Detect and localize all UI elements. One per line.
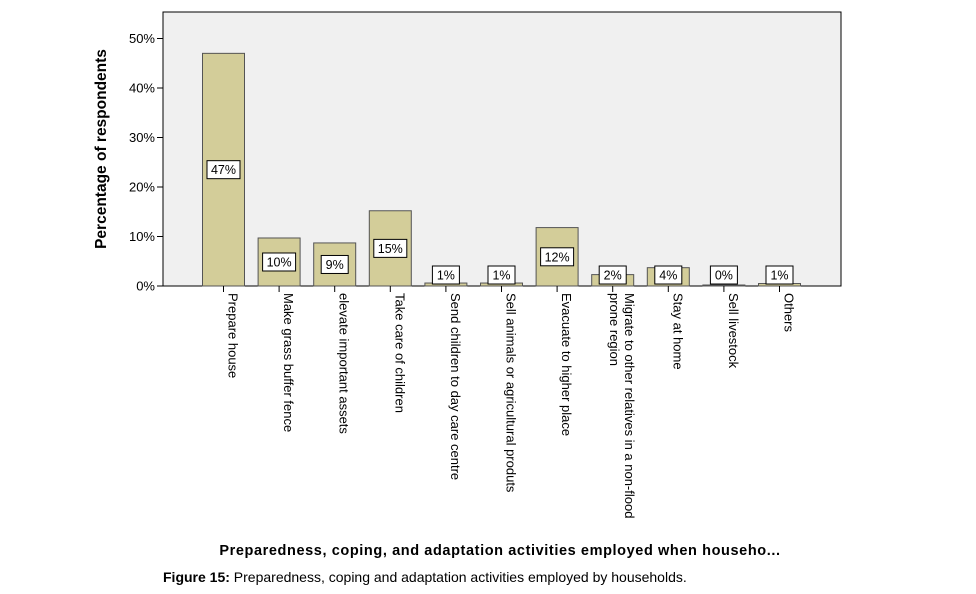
data-label: 0% [709,265,738,285]
caption-text: Preparedness, coping and adaptation acti… [229,569,687,585]
data-label: 10% [262,252,297,272]
data-label-box [373,238,408,258]
data-label-text: 15% [378,242,403,256]
data-label: 1% [765,265,794,285]
data-label-box [654,265,683,285]
data-label-box [262,252,297,272]
data-label-text: 2% [604,269,622,283]
data-label-box [320,254,349,274]
y-tick-label: 50% [129,31,155,46]
figure-caption: Figure 15: Preparedness, coping and adap… [163,569,687,585]
data-label-text: 1% [437,269,455,283]
y-tick-label: 30% [129,130,155,145]
data-label-box [598,265,627,285]
data-label-text: 1% [492,269,510,283]
x-category-label: elevate important assets [337,293,352,434]
data-label-text: 1% [770,269,788,283]
data-label-text: 10% [267,255,292,269]
data-label-box [206,160,241,180]
x-category-label: Others [782,293,797,333]
x-category-label: Take care of children [392,293,407,413]
y-tick-label: 10% [129,229,155,244]
x-category-label: Send children to day care centre [448,293,463,480]
data-label-box [709,265,738,285]
data-label-box [431,265,460,285]
data-label-text: 0% [715,269,733,283]
data-label: 1% [487,265,516,285]
data-label: 9% [320,254,349,274]
data-label-text: 47% [211,163,236,177]
data-label-text: 9% [326,258,344,272]
y-tick-label: 0% [136,279,155,294]
y-axis-title: Percentage of respondents [93,49,110,249]
x-category-label: Sell animals or agricultural produts [504,293,519,493]
x-category-label: Migrate to other relatives in a non-floo… [622,293,637,518]
x-category-label: Stay at home [670,293,685,370]
data-label: 12% [540,247,575,267]
data-label: 2% [598,265,627,285]
data-label: 47% [206,160,241,180]
data-label: 15% [373,238,408,258]
x-category-label: Evacuate to higher place [559,293,574,436]
x-category-label: Sell livestock [726,293,741,369]
data-label: 4% [654,265,683,285]
y-axis: 0% 10% 20% 30% 40% 50% [129,31,163,294]
caption-prefix: Figure 15: [163,569,230,585]
data-label: 1% [431,265,460,285]
data-label-box [540,247,575,267]
data-label-box [487,265,516,285]
y-tick-label: 20% [129,180,155,195]
x-category-label: Make grass buffer fence [281,293,296,432]
bars-layer: 47% 10% 9% 15% 1% 1% 12% 2% 4% 0% 1% [202,52,801,287]
data-label-box [765,265,794,285]
x-category-label: Prepare house [226,293,241,378]
data-label-text: 12% [545,250,570,264]
x-category-label: prone region [607,293,622,366]
x-axis: Prepare house Make grass buffer fence elev… [223,286,797,518]
x-axis-title: Preparedness, coping, and adaptation act… [219,543,780,559]
data-label-text: 4% [659,269,677,283]
y-tick-label: 40% [129,81,155,96]
bar [702,284,746,287]
